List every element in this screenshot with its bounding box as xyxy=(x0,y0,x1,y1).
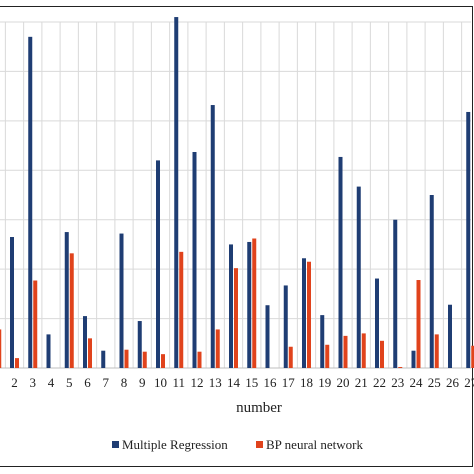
x-tick-label: 25 xyxy=(428,375,441,390)
bar-multiple-regression xyxy=(229,244,233,368)
bar-multiple-regression xyxy=(466,111,471,369)
legend-label-multiple-regression: Multiple Regression xyxy=(122,437,228,452)
bar-multiple-regression xyxy=(119,233,124,368)
legend-label-bp-neural-network: BP neural network xyxy=(266,437,363,452)
bar-bp-neural-network xyxy=(69,253,74,368)
x-tick-label: 6 xyxy=(84,375,91,390)
bar-multiple-regression xyxy=(64,232,69,368)
x-tick-label: 9 xyxy=(139,375,146,390)
bar-multiple-regression xyxy=(137,321,142,368)
x-tick-label: 22 xyxy=(373,375,386,390)
bar-multiple-regression xyxy=(411,350,416,368)
bar-bp-neural-network xyxy=(398,367,403,368)
x-axis-label: number xyxy=(236,400,282,416)
bar-multiple-regression xyxy=(174,17,179,369)
bar-bp-neural-network xyxy=(325,344,330,368)
bar-multiple-regression xyxy=(46,334,51,368)
bar-multiple-regression xyxy=(247,241,252,368)
chart-frame xyxy=(0,6,473,467)
x-tick-label: 12 xyxy=(191,375,204,390)
x-tick-label: 2 xyxy=(11,375,18,390)
bar-bp-neural-network xyxy=(380,340,384,368)
x-tick-label: 16 xyxy=(264,375,278,390)
legend-swatch-multiple-regression xyxy=(112,441,119,448)
bar-multiple-regression xyxy=(375,278,379,368)
x-tick-label: 10 xyxy=(154,375,167,390)
x-tick-label: 21 xyxy=(355,375,368,390)
bar-bp-neural-network xyxy=(161,354,165,368)
bar-multiple-regression xyxy=(283,285,288,368)
bar-bp-neural-network xyxy=(343,335,348,368)
bar-bp-neural-network xyxy=(215,329,220,368)
bar-bp-neural-network xyxy=(434,334,439,368)
bar-multiple-regression xyxy=(156,160,160,368)
bar-multiple-regression xyxy=(265,305,270,368)
bar-multiple-regression xyxy=(356,186,361,368)
bar-multiple-regression xyxy=(393,219,398,368)
x-tick-label: 11 xyxy=(172,375,185,390)
bar-bp-neural-network xyxy=(88,338,92,368)
bar-multiple-regression xyxy=(302,258,306,368)
bar-bp-neural-network xyxy=(288,346,293,368)
x-tick-label: 23 xyxy=(391,375,404,390)
bars xyxy=(0,17,474,369)
bar-bp-neural-network xyxy=(197,351,202,368)
x-tick-label: 27 xyxy=(464,375,474,390)
x-tick-label: 15 xyxy=(245,375,258,390)
x-tick-label: 5 xyxy=(66,375,73,390)
bar-multiple-regression xyxy=(10,237,14,368)
x-tick-label: 20 xyxy=(337,375,350,390)
x-tick-label: 24 xyxy=(410,375,424,390)
x-tick-label: 18 xyxy=(300,375,313,390)
x-tick-label: 3 xyxy=(30,375,37,390)
x-tick-labels: 2 3 4 5 6 7 8 9 10 11 12 13 14 15 16 17 18 19 20 21 22 23 24 25… xyxy=(11,375,474,390)
bar-bp-neural-network xyxy=(124,349,129,368)
bar-multiple-regression xyxy=(83,316,87,368)
bar-multiple-regression xyxy=(192,151,197,368)
x-tick-label: 17 xyxy=(282,375,296,390)
bar-bp-neural-network xyxy=(307,261,311,368)
bar-multiple-regression xyxy=(448,304,452,368)
bar-multiple-regression xyxy=(429,195,434,368)
x-tick-label: 19 xyxy=(318,375,331,390)
bar-bp-neural-network xyxy=(142,351,147,368)
x-tick-label: 13 xyxy=(209,375,222,390)
bar-bp-neural-network xyxy=(33,280,38,368)
bar-multiple-regression xyxy=(338,156,343,368)
x-tick-label: 14 xyxy=(227,375,241,390)
x-tick-label: 26 xyxy=(446,375,460,390)
bar-multiple-regression xyxy=(320,315,325,368)
legend-swatch-bp-neural-network xyxy=(256,441,263,448)
bar-multiple-regression xyxy=(210,105,215,368)
x-tick-label: 7 xyxy=(103,375,110,390)
bar-bp-neural-network xyxy=(416,280,421,368)
x-tick-label: 8 xyxy=(121,375,128,390)
bar-bp-neural-network-partial xyxy=(0,329,2,368)
bar-bp-neural-network xyxy=(179,251,184,368)
bar-multiple-regression xyxy=(28,36,33,368)
legend: Multiple Regression BP neural network xyxy=(112,437,363,452)
gridlines xyxy=(0,21,471,369)
bar-bp-neural-network xyxy=(15,358,19,368)
x-tick-label: 4 xyxy=(48,375,55,390)
bar-bp-neural-network xyxy=(361,333,366,368)
bar-bp-neural-network xyxy=(252,238,257,368)
bar-bp-neural-network xyxy=(234,268,238,368)
bar-multiple-regression xyxy=(101,350,106,368)
bar-bp-neural-network xyxy=(471,345,474,368)
